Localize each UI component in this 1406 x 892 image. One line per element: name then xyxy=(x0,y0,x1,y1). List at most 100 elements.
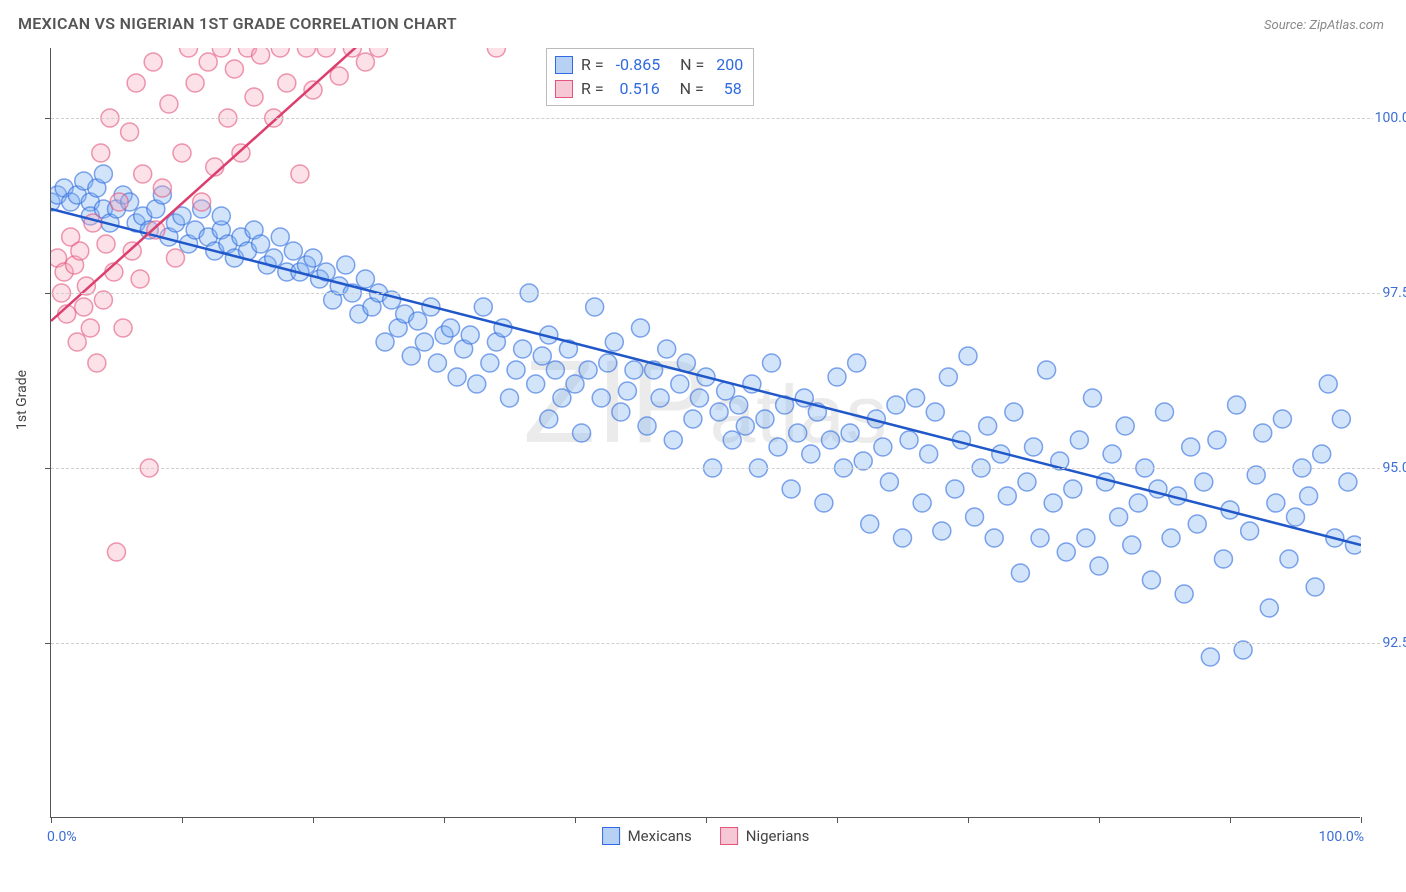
scatter-point xyxy=(481,354,499,372)
scatter-point xyxy=(1319,375,1337,393)
scatter-point xyxy=(782,480,800,498)
scatter-point xyxy=(730,396,748,414)
scatter-point xyxy=(461,326,479,344)
scatter-point xyxy=(252,46,270,64)
scatter-point xyxy=(1018,473,1036,491)
scatter-point xyxy=(1254,424,1272,442)
y-tick xyxy=(45,293,51,294)
scatter-point xyxy=(763,354,781,372)
x-tick xyxy=(1230,817,1231,823)
scatter-point xyxy=(736,417,754,435)
scatter-point xyxy=(225,60,243,78)
scatter-point xyxy=(514,340,532,358)
scatter-point xyxy=(94,165,112,183)
scatter-point xyxy=(131,270,149,288)
source-label: Source: ZipAtlas.com xyxy=(1264,18,1384,33)
scatter-point xyxy=(92,144,110,162)
scatter-point xyxy=(848,354,866,372)
scatter-point xyxy=(1162,529,1180,547)
scatter-point xyxy=(1332,410,1350,428)
scatter-point xyxy=(494,319,512,337)
legend-swatch-mexicans xyxy=(602,827,620,845)
x-tick xyxy=(444,817,445,823)
scatter-point xyxy=(468,375,486,393)
scatter-point xyxy=(376,333,394,351)
scatter-point xyxy=(690,389,708,407)
gridline xyxy=(51,468,1400,469)
scatter-point xyxy=(114,319,132,337)
scatter-point xyxy=(474,298,492,316)
scatter-point xyxy=(330,67,348,85)
scatter-point xyxy=(487,39,505,57)
scatter-point xyxy=(278,74,296,92)
scatter-point xyxy=(356,53,374,71)
scatter-point xyxy=(821,431,839,449)
scatter-point xyxy=(789,424,807,442)
scatter-point xyxy=(913,494,931,512)
x-tick xyxy=(968,817,969,823)
scatter-point xyxy=(1201,648,1219,666)
scatter-point xyxy=(880,473,898,491)
scatter-point xyxy=(271,228,289,246)
scatter-point xyxy=(186,74,204,92)
scatter-point xyxy=(920,445,938,463)
scatter-point xyxy=(415,333,433,351)
stats-legend-box: R = -0.865 N = 200 R = 0.516 N = 58 xyxy=(546,48,754,106)
scatter-point xyxy=(599,354,617,372)
x-tick xyxy=(837,817,838,823)
scatter-point xyxy=(723,431,741,449)
scatter-point xyxy=(979,417,997,435)
scatter-point xyxy=(337,256,355,274)
x-axis-max-label: 100.0% xyxy=(1319,829,1364,845)
scatter-point xyxy=(651,389,669,407)
scatter-point xyxy=(579,361,597,379)
scatter-point xyxy=(199,53,217,71)
scatter-point xyxy=(625,361,643,379)
scatter-point xyxy=(592,389,610,407)
scatter-point xyxy=(144,53,162,71)
scatter-point xyxy=(1123,536,1141,554)
stats-r-label: R = xyxy=(581,77,612,101)
scatter-point xyxy=(1182,438,1200,456)
scatter-point xyxy=(1070,431,1088,449)
stats-n-label: N = xyxy=(668,53,708,77)
scatter-point xyxy=(1280,550,1298,568)
scatter-point xyxy=(533,347,551,365)
scatter-point xyxy=(894,529,912,547)
scatter-point xyxy=(527,375,545,393)
plot-area: ZIPatlas 92.5%95.0%97.5%100.0% 0.0% 100.… xyxy=(50,48,1360,818)
scatter-point xyxy=(907,389,925,407)
scatter-point xyxy=(632,319,650,337)
scatter-point xyxy=(874,438,892,456)
scatter-point xyxy=(110,193,128,211)
scatter-point xyxy=(1228,396,1246,414)
scatter-point xyxy=(71,242,89,260)
y-tick-label: 100.0% xyxy=(1373,110,1406,126)
scatter-point xyxy=(409,312,427,330)
scatter-point xyxy=(507,361,525,379)
scatter-point xyxy=(1267,494,1285,512)
scatter-point xyxy=(553,389,571,407)
scatter-point xyxy=(900,431,918,449)
x-tick xyxy=(1099,817,1100,823)
stats-r-value-nigerians: 0.516 xyxy=(620,77,660,101)
scatter-point xyxy=(245,88,263,106)
scatter-point xyxy=(193,193,211,211)
scatter-point xyxy=(173,144,191,162)
scatter-point xyxy=(618,382,636,400)
scatter-point xyxy=(926,403,944,421)
scatter-point xyxy=(658,340,676,358)
gridline xyxy=(51,118,1400,119)
scatter-point xyxy=(304,249,322,267)
scatter-point xyxy=(97,235,115,253)
bottom-legend: Mexicans Nigerians xyxy=(602,827,810,845)
scatter-point xyxy=(933,522,951,540)
scatter-point xyxy=(1031,529,1049,547)
scatter-point xyxy=(638,417,656,435)
scatter-point xyxy=(134,165,152,183)
y-tick-label: 92.5% xyxy=(1380,635,1406,651)
scatter-point xyxy=(684,410,702,428)
scatter-point xyxy=(1005,403,1023,421)
scatter-point xyxy=(1038,361,1056,379)
scatter-point xyxy=(1214,550,1232,568)
